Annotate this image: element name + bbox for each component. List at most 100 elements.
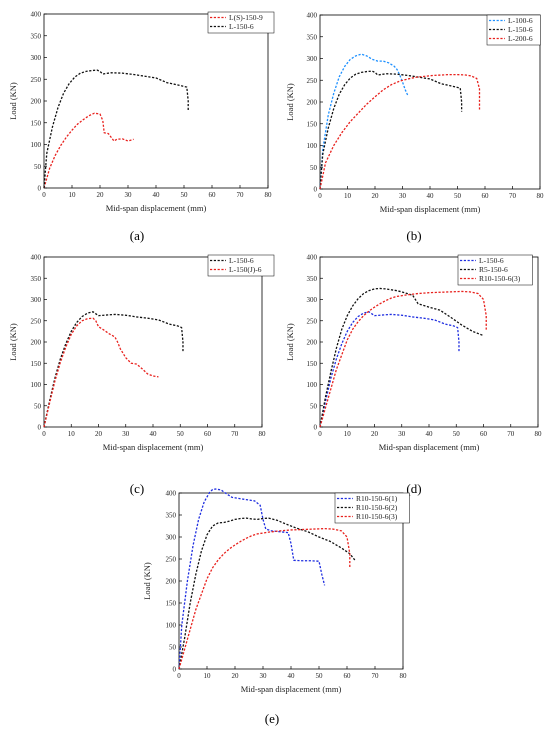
x-tick-label: 80: [535, 430, 543, 438]
x-tick-label: 40: [153, 191, 161, 199]
x-tick-label: 30: [398, 430, 406, 438]
chart-panel: 0 10 20 30 40 50 60 70 80 0 50 100 150 200 250 300 350 40…: [285, 12, 544, 244]
y-tick-label: 250: [166, 556, 177, 564]
x-tick-label: 10: [204, 672, 212, 680]
y-tick-label: 200: [307, 99, 318, 107]
x-tick-label: 0: [318, 192, 322, 200]
y-tick-label: 50: [310, 164, 318, 172]
x-tick-label: 60: [209, 191, 217, 199]
x-tick-label: 30: [122, 430, 130, 438]
x-tick-label: 30: [399, 192, 407, 200]
legend: R10-150-6(1)R10-150-6(2)R10-150-6(3): [334, 492, 410, 524]
y-tick-label: 300: [307, 55, 318, 63]
x-axis-title: Mid-span displacement (mm): [241, 684, 342, 694]
y-axis-title: Load (KN): [8, 82, 18, 120]
y-tick-label: 0: [314, 186, 318, 194]
legend-box: [207, 11, 275, 34]
x-tick-label: 10: [68, 430, 76, 438]
legend: L-100-6L-150-6L-200-6: [486, 14, 541, 46]
panel-label: (d): [406, 481, 421, 496]
x-axis-title: Mid-span displacement (mm): [103, 442, 204, 452]
series-line: [43, 317, 159, 428]
y-axis-title: Load (KN): [285, 323, 295, 361]
y-axis-title: Load (KN): [285, 83, 295, 121]
legend-box: [334, 492, 410, 524]
y-tick-label: 250: [31, 317, 42, 325]
legend-box: [486, 14, 541, 46]
series-line: [319, 53, 409, 190]
y-tick-label: 350: [166, 512, 177, 520]
y-tick-label: 350: [31, 32, 42, 40]
y-axis-title: Load (KN): [8, 323, 18, 361]
legend-box: [207, 254, 275, 277]
legend-box: [457, 254, 533, 286]
series-line: [319, 290, 487, 428]
x-tick-label: 70: [507, 430, 515, 438]
y-tick-label: 400: [31, 11, 42, 19]
x-tick-label: 80: [259, 430, 267, 438]
y-tick-label: 200: [31, 98, 42, 106]
y-tick-label: 350: [307, 275, 318, 283]
x-tick-label: 70: [509, 192, 517, 200]
x-tick-label: 10: [69, 191, 77, 199]
legend-entry: L-200-6: [508, 34, 533, 43]
y-tick-label: 150: [31, 119, 42, 127]
legend-entry: L-150-6: [229, 22, 254, 31]
plot-frame: [43, 256, 263, 428]
legend-entry: R5-150-6: [479, 265, 508, 274]
x-tick-label: 60: [480, 430, 488, 438]
x-tick-label: 30: [125, 191, 133, 199]
x-tick-label: 70: [372, 672, 380, 680]
legend-entry: R10-150-6(3): [356, 512, 398, 521]
y-tick-label: 400: [31, 254, 42, 262]
x-tick-label: 60: [482, 192, 490, 200]
legend-entry: L-150-6: [229, 256, 254, 265]
x-tick-label: 70: [231, 430, 239, 438]
x-axis-title: Mid-span displacement (mm): [379, 442, 480, 452]
x-tick-label: 0: [42, 430, 46, 438]
y-tick-label: 0: [38, 185, 42, 193]
legend-entry: R10-150-6(1): [356, 494, 398, 503]
panel-label: (c): [130, 481, 144, 496]
y-tick-label: 200: [31, 339, 42, 347]
x-tick-label: 0: [318, 430, 322, 438]
series-line: [319, 311, 460, 428]
legend-entry: L-100-6: [508, 16, 533, 25]
y-tick-label: 150: [31, 360, 42, 368]
y-tick-label: 400: [307, 12, 318, 20]
x-axis-title: Mid-span displacement (mm): [106, 203, 207, 213]
x-tick-label: 80: [265, 191, 273, 199]
x-tick-label: 50: [316, 672, 324, 680]
y-tick-label: 350: [307, 33, 318, 41]
series-line: [43, 311, 184, 428]
legend: L(S)-150-9L-150-6: [207, 11, 275, 34]
legend-entry: L-150-6: [508, 25, 533, 34]
y-tick-label: 250: [307, 317, 318, 325]
y-tick-label: 100: [307, 142, 318, 150]
y-tick-label: 250: [307, 77, 318, 85]
series-line: [319, 73, 481, 190]
y-tick-label: 300: [31, 54, 42, 62]
y-tick-label: 100: [166, 622, 177, 630]
legend-entry: L(S)-150-9: [229, 13, 263, 22]
x-tick-label: 40: [288, 672, 296, 680]
x-tick-label: 20: [372, 192, 380, 200]
x-tick-label: 20: [232, 672, 240, 680]
x-tick-label: 50: [453, 430, 461, 438]
legend-entry: R10-150-6(3): [479, 274, 521, 283]
x-tick-label: 40: [150, 430, 158, 438]
y-tick-label: 50: [310, 402, 318, 410]
x-tick-label: 20: [371, 430, 379, 438]
x-tick-label: 50: [454, 192, 462, 200]
series-line: [319, 287, 484, 428]
y-tick-label: 100: [307, 381, 318, 389]
series-line: [178, 527, 351, 670]
legend-entry: R10-150-6(2): [356, 503, 398, 512]
y-tick-label: 50: [34, 402, 42, 410]
y-tick-label: 200: [307, 339, 318, 347]
x-tick-label: 40: [426, 430, 434, 438]
chart-panel: 0 10 20 30 40 50 60 70 80 0 50 100 150 200 250 300 350 40…: [8, 11, 275, 243]
x-tick-label: 50: [181, 191, 189, 199]
panel-label: (a): [130, 228, 144, 243]
